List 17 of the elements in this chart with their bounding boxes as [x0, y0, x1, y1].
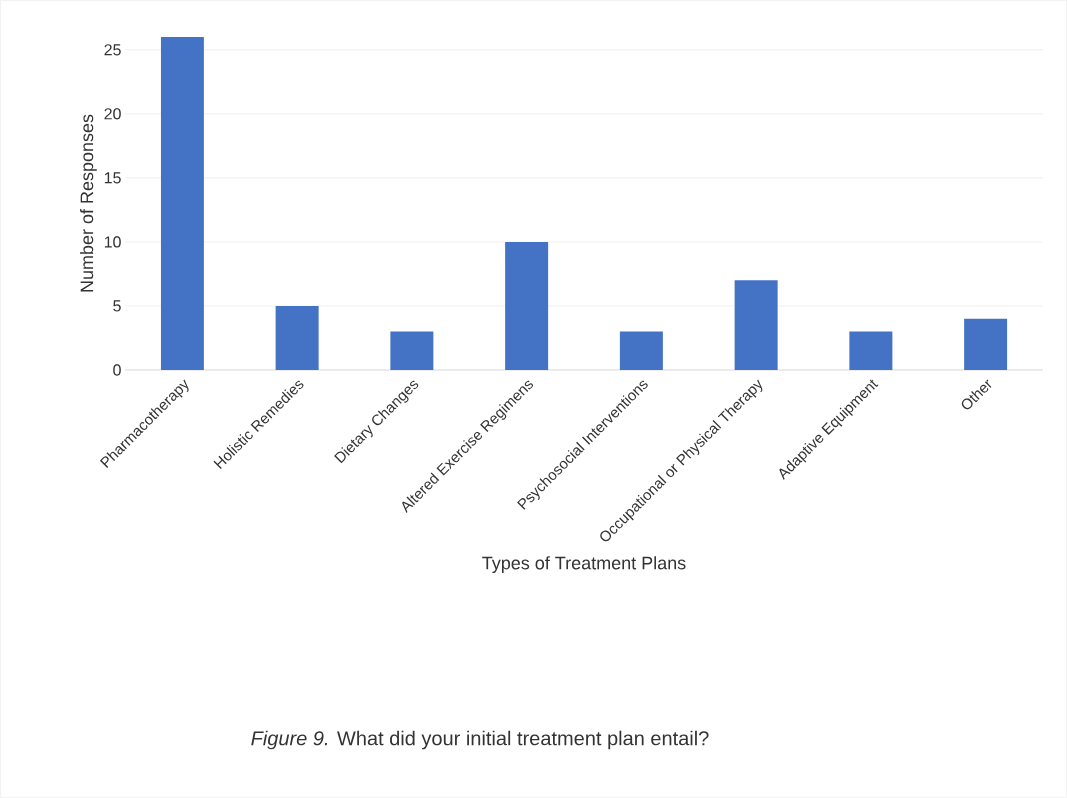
bar [734, 280, 778, 370]
text: Figure 9. What did your initial treatment plan entail? [251, 730, 709, 750]
y-tick-label: 10 [104, 236, 121, 248]
y-tick-label: 15 [104, 172, 121, 184]
y-tick-label: 5 [113, 300, 121, 312]
bar [160, 37, 204, 370]
bar [505, 241, 549, 370]
bar [390, 331, 434, 370]
y-tick-label: 0 [113, 364, 121, 376]
x-axis-title: Types of Treatment Plans [482, 556, 686, 573]
y-tick-label: 20 [104, 108, 121, 120]
y-tick-label: 25 [104, 44, 121, 56]
bar [619, 331, 663, 370]
bar [849, 331, 893, 370]
bar [964, 318, 1008, 370]
bar [275, 305, 319, 370]
y-axis-title: Number of Responses [80, 114, 97, 292]
